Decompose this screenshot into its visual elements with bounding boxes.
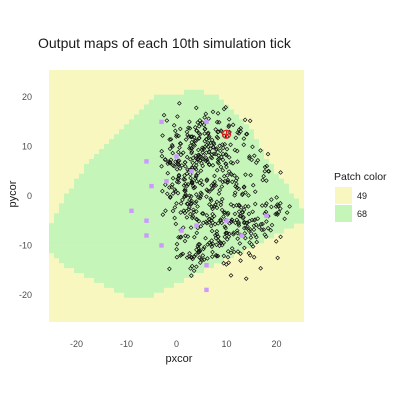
- violet-point: [144, 219, 148, 223]
- y-tick-label: 10: [22, 142, 32, 152]
- legend: Patch color 49 68: [334, 171, 387, 222]
- violet-point: [164, 179, 168, 183]
- patch-map: [49, 70, 304, 322]
- violet-point: [204, 120, 208, 124]
- violet-point: [264, 214, 268, 218]
- patch-row-68: [149, 100, 224, 105]
- patch-row-68: [124, 292, 154, 297]
- y-tick-label: -10: [19, 240, 32, 250]
- chart-title: Output maps of each 10th simulation tick: [38, 35, 292, 51]
- patch-row-68: [114, 134, 254, 139]
- patch-row-68: [184, 90, 204, 95]
- patch-row-68: [74, 184, 289, 189]
- patch-row-68: [54, 218, 304, 223]
- y-tick-label: -20: [19, 290, 32, 300]
- legend-label-68: 68: [357, 209, 367, 219]
- patch-row-68: [74, 268, 204, 273]
- violet-point: [224, 219, 228, 223]
- violet-point: [189, 169, 193, 173]
- y-tick-label: 0: [27, 191, 32, 201]
- x-tick-label: -20: [70, 339, 83, 349]
- violet-point: [204, 288, 208, 292]
- violet-point: [129, 209, 133, 213]
- legend-title: Patch color: [334, 171, 387, 183]
- patch-row-68: [114, 287, 164, 292]
- violet-point: [144, 159, 148, 163]
- x-axis-title: pxcor: [166, 353, 193, 365]
- violet-point: [179, 228, 183, 232]
- violet-point: [239, 233, 243, 237]
- violet-point: [149, 184, 153, 188]
- violet-point: [204, 263, 208, 267]
- patch-row-68: [129, 119, 244, 124]
- patch-row-68: [104, 282, 174, 287]
- patch-row-68: [49, 238, 264, 243]
- violet-point: [194, 223, 198, 227]
- x-tick-label: -10: [120, 339, 133, 349]
- y-axis-title: pycor: [7, 180, 19, 207]
- patch-row-68: [139, 110, 234, 115]
- violet-point: [159, 120, 163, 124]
- patch-row-68: [144, 105, 229, 110]
- y-tick-label: 20: [22, 92, 32, 102]
- x-tick-label: 10: [221, 339, 231, 349]
- violet-point: [144, 233, 148, 237]
- violet-point: [174, 154, 178, 158]
- x-tick-label: 0: [174, 339, 179, 349]
- patch-row-68: [94, 278, 184, 283]
- violet-point: [159, 243, 163, 247]
- legend-swatch-49: [335, 187, 352, 204]
- red-markers: [223, 130, 231, 138]
- patch-row-68: [49, 248, 244, 253]
- patch-row-68: [84, 273, 194, 278]
- patch-row-68: [134, 114, 239, 119]
- legend-swatch-68: [335, 205, 352, 222]
- legend-label-49: 49: [357, 191, 367, 201]
- patch-row-68: [109, 139, 259, 144]
- x-tick-label: 20: [271, 339, 281, 349]
- patch-row-68: [154, 95, 219, 100]
